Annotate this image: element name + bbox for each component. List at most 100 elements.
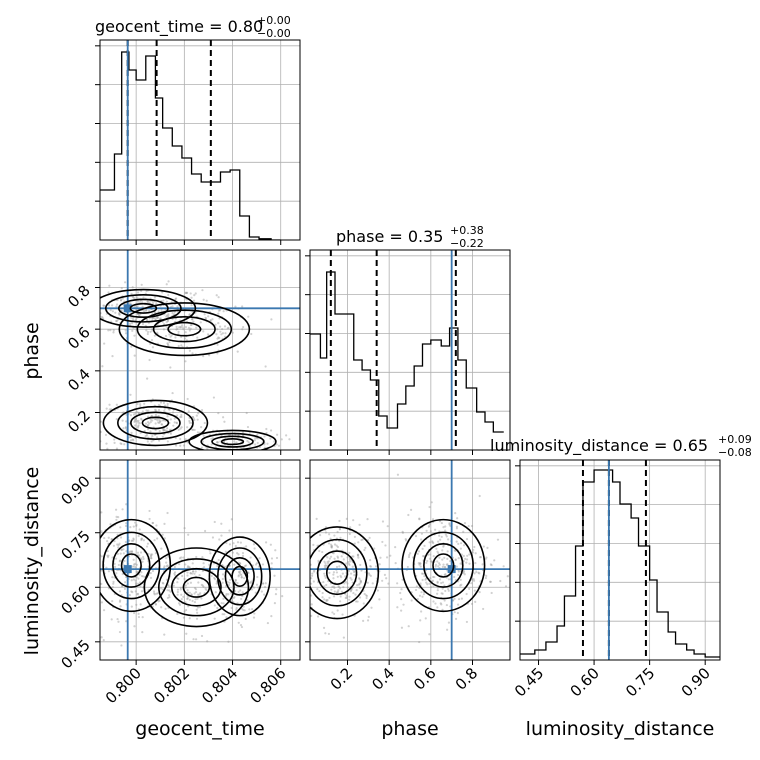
scatter-lum-geocent-pt xyxy=(239,541,242,544)
scatter-lum-phase-pt xyxy=(439,538,442,541)
scatter-lum-phase-pt xyxy=(443,556,446,559)
scatter-lum-geocent-pt xyxy=(153,593,156,596)
scatter-lum-phase-pt xyxy=(459,578,462,581)
scatter-phase-geocent-pt xyxy=(189,327,192,330)
scatter-lum-geocent-pt xyxy=(136,582,140,585)
scatter-lum-phase-pt xyxy=(482,545,485,548)
scatter-lum-phase-pt xyxy=(349,590,352,593)
scatter-lum-phase-pt xyxy=(346,556,349,559)
scatter-lum-phase-pt xyxy=(437,562,441,565)
scatter-lum-geocent-pt xyxy=(166,589,169,592)
scatter-lum-geocent-pt xyxy=(233,595,236,599)
scatter-phase-geocent-pt xyxy=(154,422,157,425)
scatter-lum-geocent-pt xyxy=(130,590,133,593)
scatter-lum-phase-pt xyxy=(428,524,431,527)
scatter-phase-geocent-pt xyxy=(100,315,103,319)
scatter-lum-phase-pt xyxy=(434,528,437,531)
scatter-lum-phase-pt xyxy=(340,555,343,558)
scatter-lum-phase-pt xyxy=(443,565,446,569)
scatter-phase-geocent-pt xyxy=(234,305,237,308)
scatter-lum-phase-pt xyxy=(426,559,429,563)
scatter-phase-geocent-pt xyxy=(147,415,150,418)
scatter-lum-geocent-pt xyxy=(156,592,159,595)
scatter-phase-geocent-pt xyxy=(140,301,144,304)
scatter-lum-geocent-pt xyxy=(236,552,239,555)
scatter-lum-phase-pt xyxy=(340,590,343,593)
scatter-lum-geocent-pt xyxy=(239,624,243,627)
scatter-lum-phase-pt xyxy=(328,557,331,560)
scatter-phase-geocent-pt xyxy=(152,316,155,320)
scatter-lum-phase-pt xyxy=(409,508,413,512)
scatter-phase-geocent-pt xyxy=(137,425,140,428)
scatter-phase-geocent-pt xyxy=(211,318,214,321)
scatter-lum-geocent-pt xyxy=(140,538,143,542)
scatter-lum-phase-pt xyxy=(424,617,427,620)
scatter-lum-phase-pt xyxy=(457,557,460,560)
scatter-lum-phase-pt xyxy=(428,505,431,509)
scatter-lum-phase-pt xyxy=(336,609,339,612)
scatter-lum-phase-pt xyxy=(353,535,357,539)
scatter-lum-phase-pt xyxy=(441,592,444,595)
scatter-lum-phase-pt xyxy=(442,526,445,529)
scatter-lum-geocent-pt xyxy=(237,574,240,577)
scatter-lum-phase-pt xyxy=(385,577,388,580)
scatter-phase-geocent-pt xyxy=(186,426,189,429)
scatter-lum-geocent-pt xyxy=(182,556,185,559)
scatter-lum-phase-pt xyxy=(465,537,469,541)
scatter-phase-geocent-pt xyxy=(95,311,97,313)
scatter-lum-geocent-pt xyxy=(93,524,95,526)
scatter-lum-geocent-pt xyxy=(228,581,231,584)
scatter-lum-geocent-truth-point xyxy=(123,565,132,574)
scatter-lum-phase-pt xyxy=(467,524,470,528)
scatter-phase-geocent-pt xyxy=(148,301,151,304)
scatter-phase-geocent-pt xyxy=(146,423,149,427)
scatter-lum-phase-pt xyxy=(358,577,361,580)
scatter-lum-geocent-pt xyxy=(141,560,144,563)
scatter-phase-geocent-pt xyxy=(164,429,167,432)
scatter-lum-geocent-pt xyxy=(129,526,132,529)
scatter-lum-geocent-pt xyxy=(158,599,161,602)
scatter-phase-geocent-pt xyxy=(246,425,250,429)
ylabel-lum: luminosity_distance xyxy=(21,467,43,656)
scatter-lum-phase-pt xyxy=(359,581,363,584)
scatter-lum-geocent-pt xyxy=(222,602,225,605)
scatter-lum-phase-pt xyxy=(310,614,313,617)
scatter-lum-phase-pt xyxy=(465,620,469,624)
scatter-phase-geocent-pt xyxy=(115,319,118,323)
scatter-lum-phase-pt xyxy=(449,559,452,563)
scatter-phase-geocent-pt xyxy=(171,391,174,395)
scatter-lum-phase-pt xyxy=(419,565,422,568)
scatter-lum-phase-pt xyxy=(429,553,432,556)
scatter-lum-phase-pt xyxy=(339,595,342,598)
scatter-lum-geocent-pt xyxy=(191,599,194,603)
scatter-lum-geocent-pt xyxy=(228,543,232,546)
scatter-lum-geocent-pt xyxy=(155,524,158,527)
scatter-lum-geocent-contour-1-2 xyxy=(171,567,222,607)
scatter-lum-geocent-pt xyxy=(172,584,175,587)
scatter-lum-phase-pt xyxy=(336,590,340,593)
scatter-phase-geocent-pt xyxy=(165,300,168,303)
scatter-lum-phase-pt xyxy=(468,553,471,556)
scatter-lum-geocent-pt xyxy=(214,591,217,594)
scatter-lum-phase-pt xyxy=(453,611,456,614)
scatter-phase-geocent-pt xyxy=(158,421,161,424)
scatter-phase-geocent-pt xyxy=(101,316,104,319)
scatter-phase-geocent-pt xyxy=(180,426,183,429)
scatter-lum-geocent-pt xyxy=(252,543,256,546)
scatter-lum-phase-pt xyxy=(335,591,339,594)
scatter-phase-geocent-pt xyxy=(72,409,74,411)
scatter-phase-geocent-pt xyxy=(124,329,127,332)
scatter-lum-geocent-pt xyxy=(187,533,190,536)
scatter-lum-geocent-pt xyxy=(151,569,155,573)
scatter-lum-phase-pt xyxy=(425,581,428,584)
scatter-lum-geocent-pt xyxy=(209,552,212,555)
scatter-phase-geocent-contour-0-1 xyxy=(104,293,182,323)
scatter-phase-geocent-pt xyxy=(167,314,170,317)
scatter-lum-geocent-pt xyxy=(173,572,176,575)
xlabel-lum: luminosity_distance xyxy=(526,718,715,740)
scatter-phase-geocent-pt xyxy=(112,329,115,332)
scatter-lum-phase-pt xyxy=(310,574,314,577)
scatter-lum-phase-pt xyxy=(339,536,342,539)
scatter-lum-phase-pt xyxy=(304,574,306,576)
scatter-lum-geocent-pt xyxy=(176,612,179,616)
